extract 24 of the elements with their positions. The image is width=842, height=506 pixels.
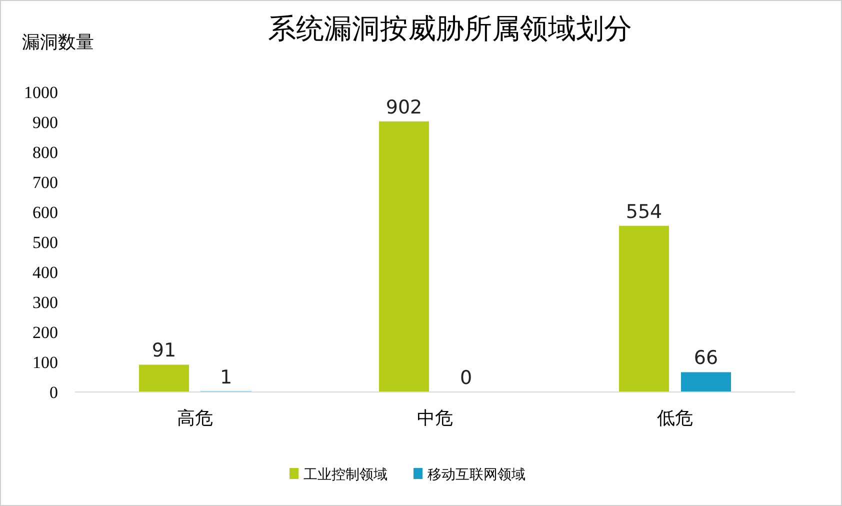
y-tick-label: 200 (32, 322, 58, 342)
y-tick-label: 0 (50, 382, 58, 402)
y-tick-label: 400 (32, 262, 58, 282)
legend-label: 工业控制领域 (304, 466, 388, 483)
x-tick-label: 高危 (177, 408, 213, 429)
data-label: 1 (220, 366, 232, 389)
y-axis-title: 漏洞数量 (22, 32, 94, 53)
x-tick-label: 低危 (657, 408, 693, 429)
y-tick-label: 700 (32, 172, 58, 192)
y-tick-label: 900 (32, 112, 58, 132)
data-label: 66 (694, 347, 718, 370)
x-tick-label: 中危 (417, 408, 453, 429)
y-tick-label: 500 (32, 232, 58, 252)
y-tick-label: 600 (32, 202, 58, 222)
data-label: 902 (386, 96, 422, 118)
legend-label: 移动互联网领域 (428, 466, 526, 483)
data-label: 91 (152, 340, 176, 362)
y-tick-label: 800 (32, 142, 58, 162)
y-tick-label: 300 (32, 292, 58, 312)
y-tick-label: 1000 (24, 82, 58, 102)
data-label: 554 (626, 200, 662, 223)
data-label: 0 (460, 367, 472, 389)
chart-title: 系统漏洞按威胁所属领域划分 (268, 12, 632, 45)
y-tick-label: 100 (32, 352, 58, 372)
